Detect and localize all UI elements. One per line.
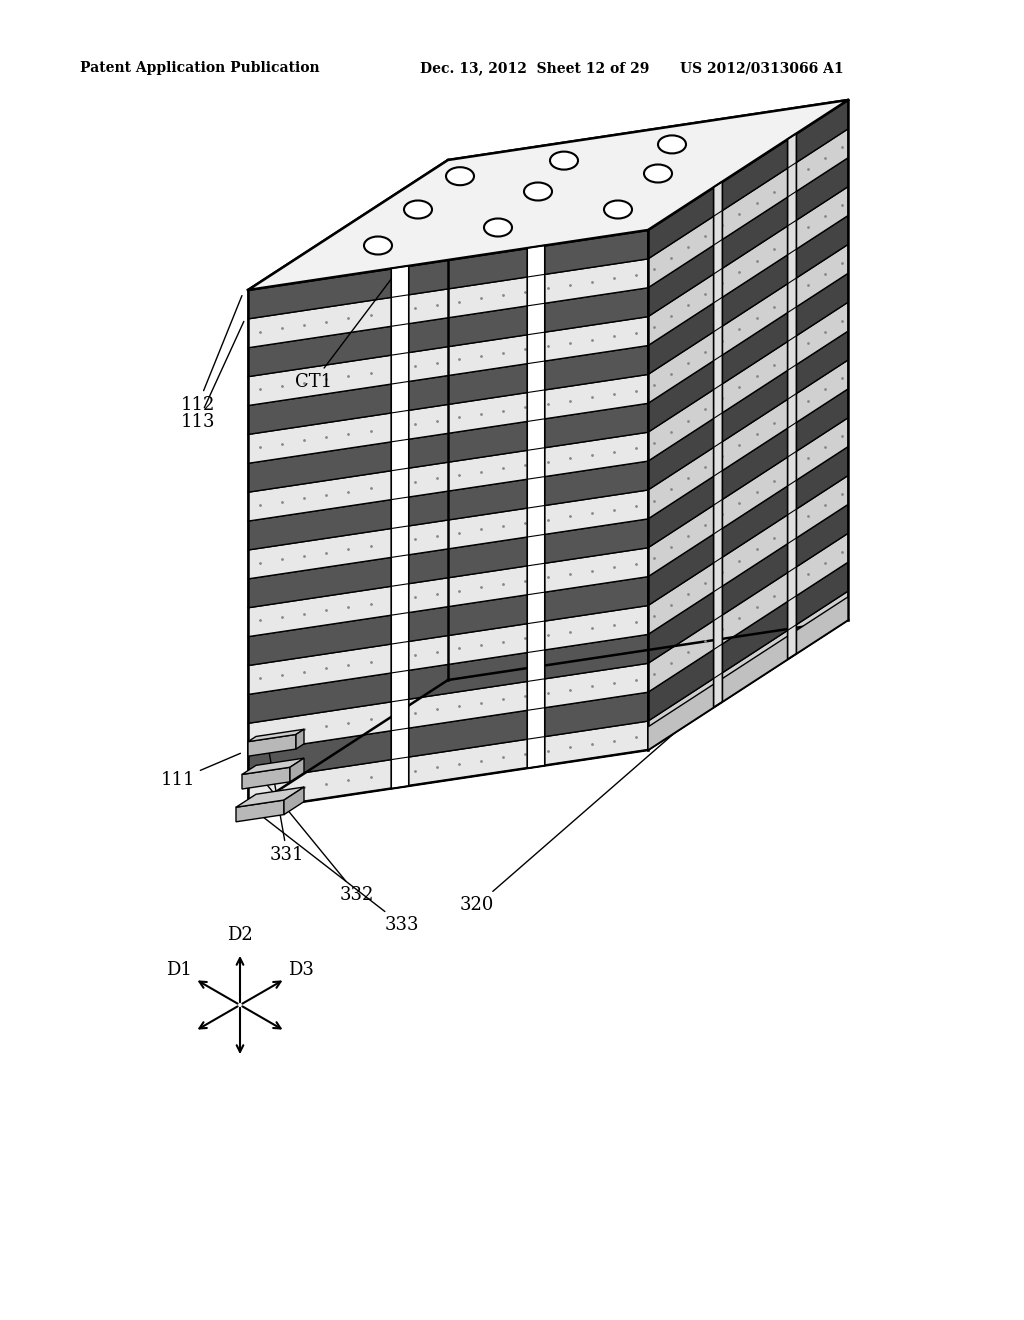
Polygon shape (248, 606, 648, 694)
Polygon shape (648, 158, 848, 317)
Polygon shape (714, 182, 722, 708)
Polygon shape (648, 591, 848, 750)
Polygon shape (242, 767, 290, 789)
Text: D3: D3 (288, 961, 313, 979)
Polygon shape (248, 490, 648, 579)
Ellipse shape (484, 219, 512, 236)
Polygon shape (248, 734, 296, 756)
Polygon shape (248, 346, 648, 434)
Polygon shape (248, 577, 648, 665)
Polygon shape (648, 244, 848, 404)
Polygon shape (648, 417, 848, 577)
Polygon shape (236, 787, 304, 808)
Polygon shape (648, 302, 848, 461)
Polygon shape (648, 597, 848, 750)
Polygon shape (648, 475, 848, 635)
Polygon shape (648, 186, 848, 346)
Polygon shape (648, 533, 848, 692)
Ellipse shape (658, 136, 686, 153)
Polygon shape (236, 800, 284, 822)
Polygon shape (248, 721, 648, 810)
Polygon shape (284, 787, 304, 814)
Ellipse shape (604, 201, 632, 219)
Polygon shape (248, 461, 648, 550)
Polygon shape (391, 265, 409, 788)
Text: 111: 111 (161, 754, 241, 789)
Text: 113: 113 (180, 321, 244, 432)
Polygon shape (648, 446, 848, 606)
Polygon shape (248, 519, 648, 607)
Text: 332: 332 (264, 781, 375, 904)
Text: CT1: CT1 (295, 183, 463, 391)
Polygon shape (248, 230, 648, 319)
Polygon shape (648, 562, 848, 721)
Polygon shape (248, 635, 648, 723)
Polygon shape (648, 215, 848, 375)
Ellipse shape (644, 165, 672, 182)
Ellipse shape (404, 201, 432, 219)
Ellipse shape (364, 236, 392, 255)
Text: 320: 320 (460, 688, 726, 913)
Text: Dec. 13, 2012  Sheet 12 of 29: Dec. 13, 2012 Sheet 12 of 29 (420, 61, 649, 75)
Polygon shape (248, 620, 848, 810)
Text: 333: 333 (258, 813, 420, 935)
Text: US 2012/0313066 A1: US 2012/0313066 A1 (680, 61, 844, 75)
Polygon shape (248, 100, 848, 290)
Polygon shape (648, 273, 848, 432)
Text: 331: 331 (268, 748, 304, 865)
Text: D2: D2 (227, 927, 253, 944)
Polygon shape (648, 504, 848, 664)
Polygon shape (242, 758, 304, 775)
Polygon shape (248, 548, 648, 636)
Polygon shape (648, 389, 848, 548)
Polygon shape (248, 288, 648, 376)
Polygon shape (648, 129, 848, 288)
Polygon shape (648, 100, 848, 259)
Polygon shape (787, 133, 797, 659)
Polygon shape (296, 729, 304, 748)
Polygon shape (248, 664, 648, 752)
Polygon shape (248, 375, 648, 463)
Text: FIG. 14: FIG. 14 (450, 169, 574, 201)
Ellipse shape (524, 182, 552, 201)
Ellipse shape (446, 168, 474, 185)
Text: D1: D1 (167, 961, 193, 979)
Polygon shape (248, 259, 648, 347)
Polygon shape (648, 331, 848, 490)
Polygon shape (248, 317, 648, 405)
Polygon shape (248, 432, 648, 521)
Polygon shape (248, 692, 648, 781)
Polygon shape (248, 729, 304, 742)
Polygon shape (290, 758, 304, 781)
Ellipse shape (550, 152, 578, 169)
Text: 112: 112 (180, 296, 242, 414)
Polygon shape (648, 360, 848, 519)
Polygon shape (527, 246, 545, 768)
Text: Patent Application Publication: Patent Application Publication (80, 61, 319, 75)
Polygon shape (248, 404, 648, 492)
